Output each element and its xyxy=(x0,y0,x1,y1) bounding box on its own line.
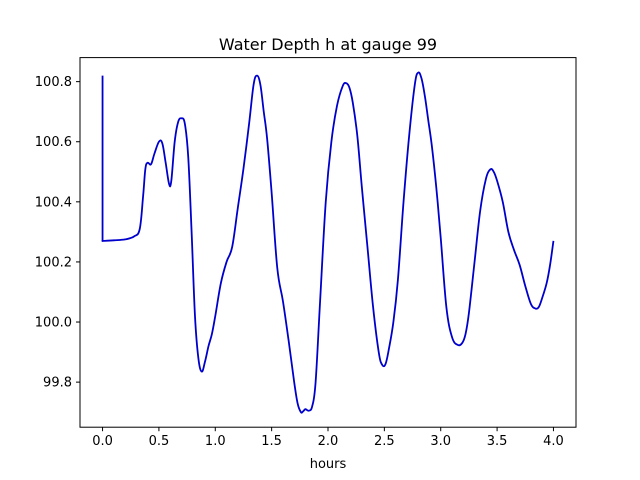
x-tick-label: 1.5 xyxy=(261,434,282,449)
y-tick-label: 100.2 xyxy=(35,255,72,270)
x-tick-label: 1.0 xyxy=(205,434,226,449)
chart-title: Water Depth h at gauge 99 xyxy=(219,35,437,54)
x-tick-label: 4.0 xyxy=(543,434,564,449)
x-tick-label: 2.0 xyxy=(318,434,339,449)
y-axis: 99.8 100.0 100.2 100.4 100.6 100.8 xyxy=(35,75,80,391)
x-tick-label: 2.5 xyxy=(374,434,395,449)
x-axis: 0.0 0.5 1.0 1.5 2.0 2.5 3.0 3.5 4.0 xyxy=(92,427,564,449)
y-tick-label: 100.6 xyxy=(35,135,72,150)
series-group xyxy=(101,71,555,414)
series-line-1 xyxy=(101,71,555,414)
plot-area xyxy=(80,57,576,428)
y-tick-label: 100.4 xyxy=(35,195,72,210)
x-tick-label: 3.5 xyxy=(487,434,508,449)
x-tick-label: 0.0 xyxy=(92,434,113,449)
x-tick-label: 3.0 xyxy=(430,434,451,449)
x-tick-label: 0.5 xyxy=(149,434,170,449)
y-tick-label: 100.8 xyxy=(35,75,72,90)
y-tick-label: 100.0 xyxy=(35,316,72,331)
y-tick-label: 99.8 xyxy=(43,376,72,391)
x-axis-title: hours xyxy=(310,457,347,472)
